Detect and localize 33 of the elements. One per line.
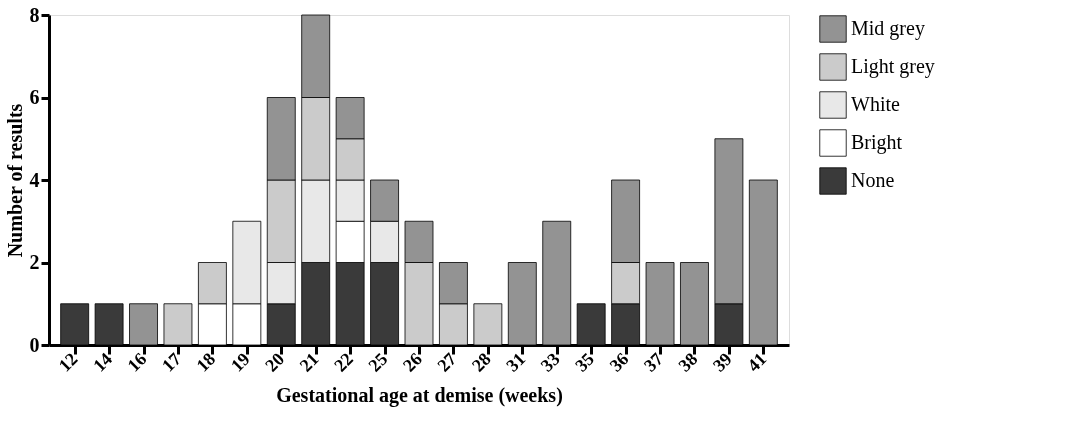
x-axis-title: Gestational age at demise (weeks) (276, 383, 563, 407)
x-tick-label: 12 (54, 348, 82, 376)
x-tick-label: 37 (640, 348, 667, 376)
legend-label: None (851, 169, 895, 191)
y-tick-label: 0 (29, 333, 40, 356)
x-tick-label: 18 (192, 348, 220, 376)
x-tick-label: 25 (364, 348, 392, 376)
y-tick-label: 4 (29, 168, 40, 191)
x-tick-label: 22 (330, 348, 357, 376)
x-tick-label: 20 (261, 348, 289, 376)
x-tick-label: 21 (295, 348, 323, 376)
x-tick-label: 35 (571, 348, 599, 376)
x-tick-label: 41 (743, 348, 771, 376)
x-tick-label: 36 (605, 348, 633, 376)
x-tick-label: 27 (433, 348, 461, 376)
legend-label: White (851, 93, 900, 115)
legend-label: Bright (851, 131, 903, 154)
y-axis-title: Number of results (3, 103, 26, 258)
legend-label: Light grey (851, 55, 935, 78)
legend-label: Mid grey (851, 17, 925, 40)
y-tick-label: 2 (29, 251, 40, 273)
y-tick-label: 6 (29, 86, 40, 108)
y-tick-label: 8 (29, 3, 40, 26)
x-tick-label: 28 (467, 348, 495, 376)
x-tick-label: 26 (398, 348, 426, 376)
x-tick-label: 17 (157, 348, 185, 376)
x-tick-label: 38 (674, 348, 702, 376)
x-tick-label: 33 (536, 348, 564, 376)
x-tick-label: 31 (502, 348, 530, 376)
x-tick-label: 19 (226, 348, 254, 376)
x-tick-label: 39 (708, 348, 736, 376)
x-tick-label: 14 (89, 348, 116, 376)
x-tick-label: 16 (123, 348, 151, 376)
